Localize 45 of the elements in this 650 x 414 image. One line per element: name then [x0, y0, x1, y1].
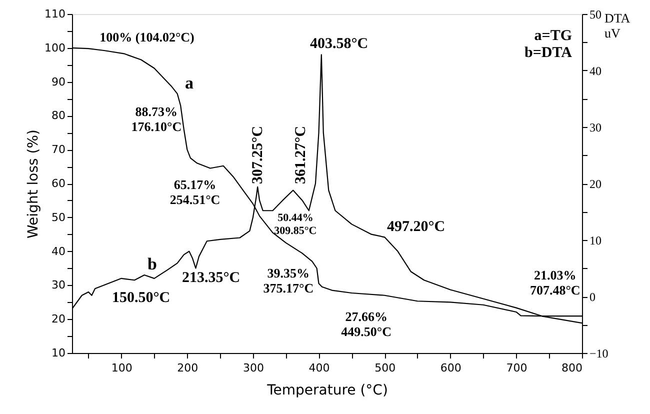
y-tick-label: 40 — [52, 244, 66, 258]
y-tick-label: 70 — [52, 143, 66, 156]
annotation: 39.35% 375.17°C — [263, 266, 314, 296]
annotation: 307.25°C — [250, 126, 266, 184]
y-tick-label: 50 — [52, 210, 66, 224]
annotation: 65.17% 254.51°C — [170, 176, 220, 207]
x-tick-label: 200 — [177, 362, 198, 374]
x-tick-label: 500 — [374, 362, 396, 374]
y-tick-label: 110 — [44, 8, 66, 20]
y2-axis-title: DTA uV — [604, 10, 631, 40]
x-axis-title: Temperature (°C) — [266, 382, 388, 398]
y2-tick-label: 20 — [590, 177, 602, 191]
y2-tick-label: 10 — [590, 234, 602, 248]
x-tick-label: 400 — [308, 362, 330, 374]
x-tick-label: 700 — [506, 362, 528, 374]
y-tick-label: 10 — [52, 346, 66, 360]
y2-tick-label: 0 — [590, 290, 596, 304]
series-label: a — [185, 74, 194, 93]
annotation: 150.50°C — [112, 290, 170, 306]
y-tick-label: 80 — [52, 109, 66, 122]
annotation: 88.73% 176.10°C — [131, 104, 182, 134]
annotation: 100% (104.02°C) — [100, 30, 194, 45]
y-axis-title: Weight loss (%) — [26, 130, 42, 238]
annotation: 361.27°C — [293, 126, 309, 184]
y-tick-label: 100 — [44, 41, 66, 54]
x-tick-label: 100 — [111, 362, 132, 374]
y2-tick-label: 50 — [590, 8, 602, 22]
x-tick-label: 800 — [562, 362, 582, 374]
annotation: 403.58°C — [310, 36, 368, 52]
x-tick-label: 300 — [242, 362, 264, 374]
x-tick-label: 600 — [440, 362, 462, 374]
y-tick-label: 90 — [52, 75, 66, 88]
y-tick-label: 30 — [52, 278, 66, 292]
annotation: 27.66% 449.50°C — [341, 309, 392, 340]
annotation: 21.03% 707.48°C — [530, 268, 580, 298]
y-tick-label: 20 — [52, 312, 66, 326]
annotation: a=TG b=DTA — [524, 28, 572, 61]
annotation: 50.44% 309.85°C — [274, 212, 317, 237]
y2-tick-label: −10 — [590, 346, 608, 360]
annotation: 213.35°C — [182, 270, 240, 286]
annotation: 497.20°C — [386, 219, 446, 235]
y2-tick-label: 40 — [590, 64, 602, 78]
y2-tick-label: 30 — [590, 120, 602, 134]
series-label: b — [148, 254, 157, 274]
y-tick-label: 60 — [52, 177, 66, 190]
